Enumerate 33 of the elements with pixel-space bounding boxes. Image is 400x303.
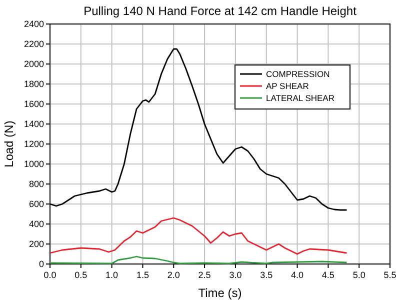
- y-tick-label: 1400: [24, 119, 44, 129]
- line-series: [49, 217, 348, 255]
- x-tick-label: 2.5: [198, 270, 211, 280]
- x-tick-label: 3.5: [260, 270, 273, 280]
- y-tick-label: 2200: [24, 39, 44, 49]
- line-series: [49, 256, 348, 264]
- y-tick-label: 400: [28, 219, 44, 229]
- x-tick-label: 0.5: [74, 270, 88, 280]
- y-tick-label: 200: [28, 239, 44, 249]
- legend-label: AP SHEAR: [266, 81, 309, 91]
- y-tick-label: 800: [28, 179, 44, 189]
- y-tick-label: 0: [38, 259, 44, 269]
- y-tick-label: 1600: [24, 99, 44, 109]
- y-tick-label: 2000: [24, 59, 44, 69]
- y-tick-label: 1200: [24, 139, 44, 149]
- y-tick-label: 1000: [24, 159, 44, 169]
- x-tick-label: 0.0: [44, 270, 56, 280]
- x-tick-label: 5.0: [352, 270, 366, 280]
- x-tick-label: 4.5: [322, 270, 334, 280]
- y-axis-title: Load (N): [2, 120, 16, 168]
- x-axis-title: Time (s): [198, 286, 242, 300]
- x-tick-label: 5.5: [384, 270, 396, 280]
- chart-title: Pulling 140 N Hand Force at 142 cm Handle Height: [84, 4, 358, 18]
- x-tick-label: 1.5: [136, 270, 149, 280]
- x-tick-label: 4.0: [291, 270, 304, 280]
- y-tick-label: 2400: [24, 19, 44, 29]
- legend-label: COMPRESSION: [266, 69, 330, 79]
- legend-label: LATERAL SHEAR: [266, 93, 334, 103]
- x-tick-label: 1.0: [106, 270, 118, 280]
- x-tick-label: 2.0: [167, 270, 180, 280]
- x-tick-label: 3.0: [229, 270, 242, 280]
- y-tick-label: 600: [28, 199, 44, 209]
- y-tick-label: 1800: [24, 79, 44, 89]
